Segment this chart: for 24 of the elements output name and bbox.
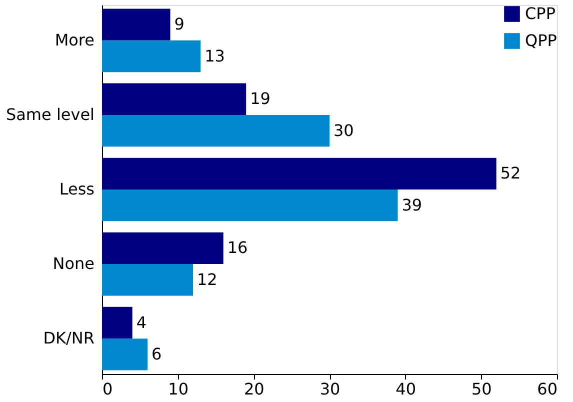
x-tick-label: 20 xyxy=(244,380,264,398)
y-tick-label: Less xyxy=(59,180,94,198)
data-label: 52 xyxy=(500,164,521,183)
y-tick-label: More xyxy=(54,30,94,50)
data-label: 12 xyxy=(197,270,218,289)
data-label: 6 xyxy=(152,344,162,364)
data-label: 30 xyxy=(334,120,354,140)
x-tick-label: 10 xyxy=(168,380,189,398)
y-tick-label: Same level xyxy=(6,104,94,124)
x-tick-label: 60 xyxy=(537,380,558,398)
y-tick-label: DK/NR xyxy=(43,328,94,348)
data-label: 9 xyxy=(174,14,184,34)
data-label: 19 xyxy=(250,89,270,108)
y-tick-label: None xyxy=(52,254,94,274)
data-label: 4 xyxy=(136,312,147,332)
data-label: 13 xyxy=(204,46,225,66)
x-tick-label: 30 xyxy=(320,380,340,398)
data-label: 16 xyxy=(227,238,248,258)
data-label: 39 xyxy=(402,195,422,214)
legend-label: QPP xyxy=(525,31,558,50)
legend-label: CPP xyxy=(525,4,556,23)
x-tick-label: 0 xyxy=(102,380,113,398)
x-tick-label: 40 xyxy=(396,380,416,398)
x-tick-label: 50 xyxy=(471,380,492,398)
